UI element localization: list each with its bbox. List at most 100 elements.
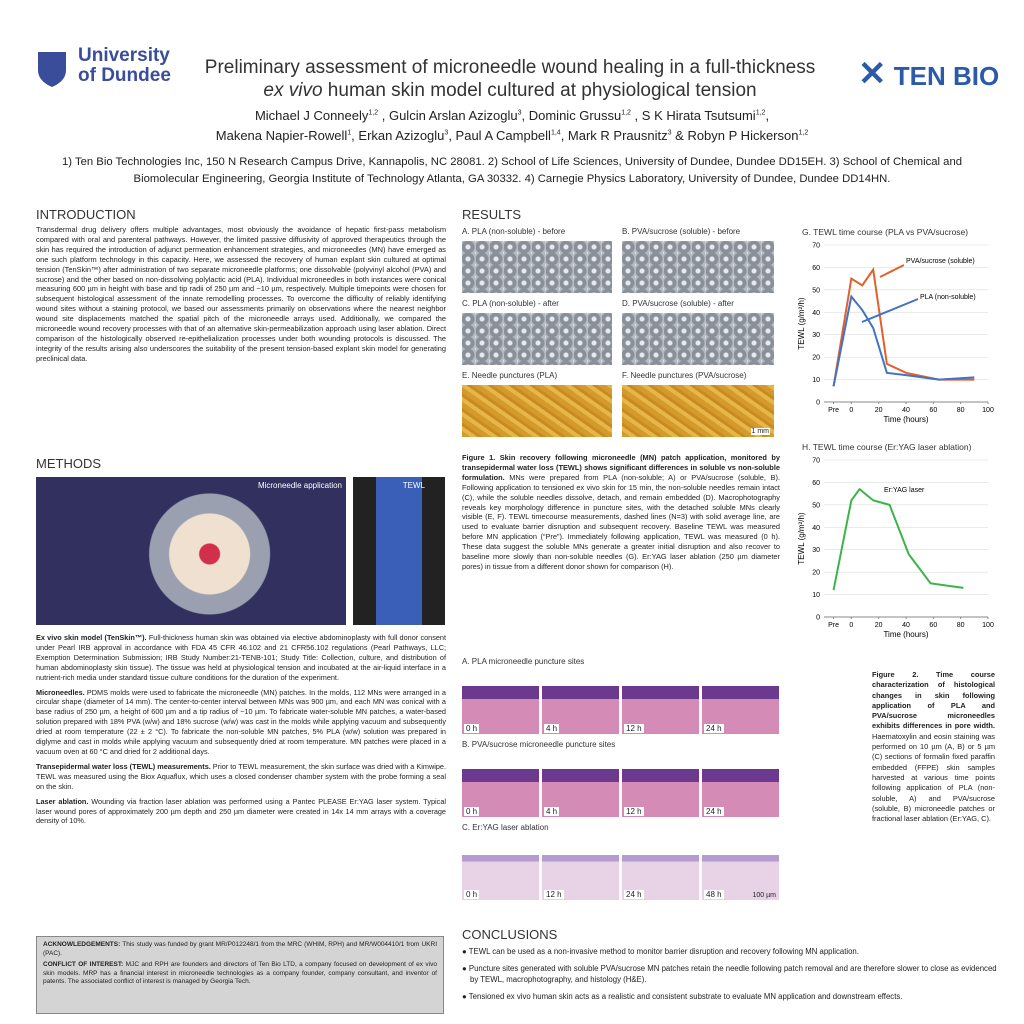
x-tick-label: 40 — [902, 407, 910, 414]
affiliations: 1) Ten Bio Technologies Inc, 150 N Resea… — [61, 156, 963, 185]
author-affiliation: 1,2 — [368, 109, 379, 117]
caption-text: Haematoxylin and eosin staining was perf… — [872, 731, 995, 824]
y-tick-label: 40 — [812, 525, 820, 532]
x-tick-label: 80 — [957, 622, 965, 629]
panel-label: E. Needle punctures (PLA) — [462, 371, 558, 380]
author-affiliation: 1,2 — [798, 129, 809, 137]
conclusion-bullet: ● Puncture sites generated with soluble … — [462, 963, 997, 985]
coi-text: MJC and RPH are founders and directors o… — [43, 961, 437, 986]
intro-text: Transdermal drug delivery offers multipl… — [36, 225, 446, 363]
author-separator: , — [351, 128, 359, 143]
y-tick-label: 60 — [812, 480, 820, 487]
photo — [462, 241, 612, 293]
y-tick-label: 10 — [812, 592, 820, 599]
series-label: Er:YAG laser — [884, 487, 925, 494]
section-heading: CONCLUSIONS — [462, 927, 558, 942]
photo — [622, 313, 774, 365]
y-tick-label: 50 — [812, 287, 820, 294]
histology-image: 24 h — [702, 670, 779, 734]
bullet: ● — [462, 947, 469, 956]
ack-text: This study was funded by grant MR/P01224… — [43, 941, 437, 957]
author-affiliation: 1,2 — [755, 109, 766, 117]
panel-label: F. Needle punctures (PVA/sucrose) — [622, 371, 747, 380]
author-name: Paul A Campbell — [455, 128, 551, 143]
x-tick-label: 100 — [982, 407, 994, 414]
ack-lead: ACKNOWLEDGEMENTS: — [43, 941, 121, 948]
authors: Michael J Conneely1,2 , Gulcin Arslan Az… — [100, 108, 924, 123]
paragraph-lead: Transepidermal water loss (TEWL) measure… — [36, 761, 211, 771]
y-axis-label: TEWL (g/m²/h) — [797, 512, 806, 564]
panel-label: B. PVA/sucrose (soluble) - before — [622, 227, 741, 236]
series-line — [832, 267, 975, 387]
coi-lead: CONFLICT OF INTEREST: — [43, 961, 124, 969]
y-tick-label: 70 — [812, 458, 820, 465]
author-name: S K Hirata Tsutsumi — [641, 108, 756, 123]
photo — [622, 241, 774, 293]
x-tick-label: 100 — [982, 622, 994, 629]
title: Preliminary assessment of microneedle wo… — [160, 56, 860, 102]
histology-image: 4 h — [542, 753, 619, 817]
x-tick-label: 0 — [849, 622, 853, 629]
time-label: 12 h — [544, 890, 564, 899]
acknowledgements-box: ACKNOWLEDGEMENTS: This study was funded … — [36, 936, 444, 1014]
x-tick-label: 60 — [929, 622, 937, 629]
chart: H. TEWL time course (Er:YAG laser ablati… — [797, 442, 994, 639]
title-line: human skin model cultured at physiologic… — [322, 80, 757, 101]
photo — [462, 385, 612, 437]
row-label: C. Er:YAG laser ablation — [462, 823, 549, 832]
paragraph-text: PDMS molds were used to fabricate the mi… — [36, 687, 446, 756]
x-tick-label: Pre — [828, 407, 839, 414]
company-name: TEN BIO — [893, 61, 1000, 91]
author-affiliation: 3 — [444, 129, 449, 137]
photo-label: Microneedle application — [257, 481, 342, 490]
company-logo: ✕ TEN BIO — [858, 55, 1000, 93]
y-axis-label: TEWL (g/m²/h) — [797, 297, 806, 349]
bullet-text: TEWL can be used as a non-invasive metho… — [468, 947, 859, 956]
author-name: Makena Napier-Rowell — [215, 128, 348, 143]
histology-image: 24 h — [702, 753, 779, 817]
section-heading: RESULTS — [462, 207, 521, 222]
annotation-arrow — [861, 298, 919, 323]
y-tick-label: 0 — [816, 615, 820, 622]
methods-paragraph: Microneedles. PDMS molds were used to fa… — [36, 688, 446, 757]
x-tick-label: 60 — [929, 407, 937, 414]
time-label: 4 h — [544, 807, 560, 816]
time-label: 24 h — [704, 724, 724, 733]
authors: Makena Napier-Rowell1, Erkan Azizoglu3, … — [100, 128, 924, 143]
histology-image: 12 h — [542, 836, 619, 900]
time-label: 12 h — [624, 724, 644, 733]
panel-label: C. PLA (non-soluble) - after — [462, 299, 559, 308]
annotation-arrow — [879, 264, 905, 278]
series-line — [832, 487, 964, 591]
histology-image: 4 h — [542, 670, 619, 734]
bullet-text: Tensioned ex vivo human skin acts as a r… — [468, 992, 903, 1001]
row-label: A. PLA microneedle puncture sites — [462, 657, 585, 666]
time-label: 0 h — [464, 890, 480, 899]
methods-paragraph: Laser ablation. Wounding via fraction la… — [36, 797, 446, 827]
bullet: ● — [462, 992, 469, 1001]
scale-label: 100 µm — [752, 892, 777, 899]
author-name: Mark R Prausnitz — [567, 128, 668, 143]
university-crest — [38, 52, 66, 87]
conclusions-list: ● TEWL can be used as a non-invasive met… — [462, 946, 997, 1008]
methods-paragraph: Ex vivo skin model (TenSkin™). Full-thic… — [36, 633, 446, 683]
paragraph-lead: Laser ablation. — [36, 796, 89, 806]
photo: Microneedle application — [36, 477, 346, 625]
paragraph-lead: Ex vivo skin model (TenSkin™). — [36, 633, 147, 642]
author-affiliation: 3 — [667, 129, 672, 137]
series-label: PVA/sucrose (soluble) — [906, 258, 975, 265]
author-name: Gulcin Arslan Azizoglu — [388, 108, 518, 123]
photo-label: TEWL — [402, 481, 425, 490]
conclusion-bullet: ● Tensioned ex vivo human skin acts as a… — [462, 991, 997, 1002]
time-label: 12 h — [624, 807, 644, 816]
author-affiliation: 3 — [517, 109, 522, 117]
histology-image: 24 h — [622, 836, 699, 900]
chart-title: H. TEWL time course (Er:YAG laser ablati… — [802, 442, 972, 452]
conclusion-bullet: ● TEWL can be used as a non-invasive met… — [462, 946, 997, 957]
y-tick-label: 50 — [812, 502, 820, 509]
time-label: 0 h — [464, 807, 480, 816]
time-label: 0 h — [464, 724, 480, 733]
author-separator: , — [448, 128, 456, 143]
caption-lead: Figure 1. Skin recovery following micron… — [462, 453, 780, 482]
x-tick-label: 80 — [957, 407, 965, 414]
